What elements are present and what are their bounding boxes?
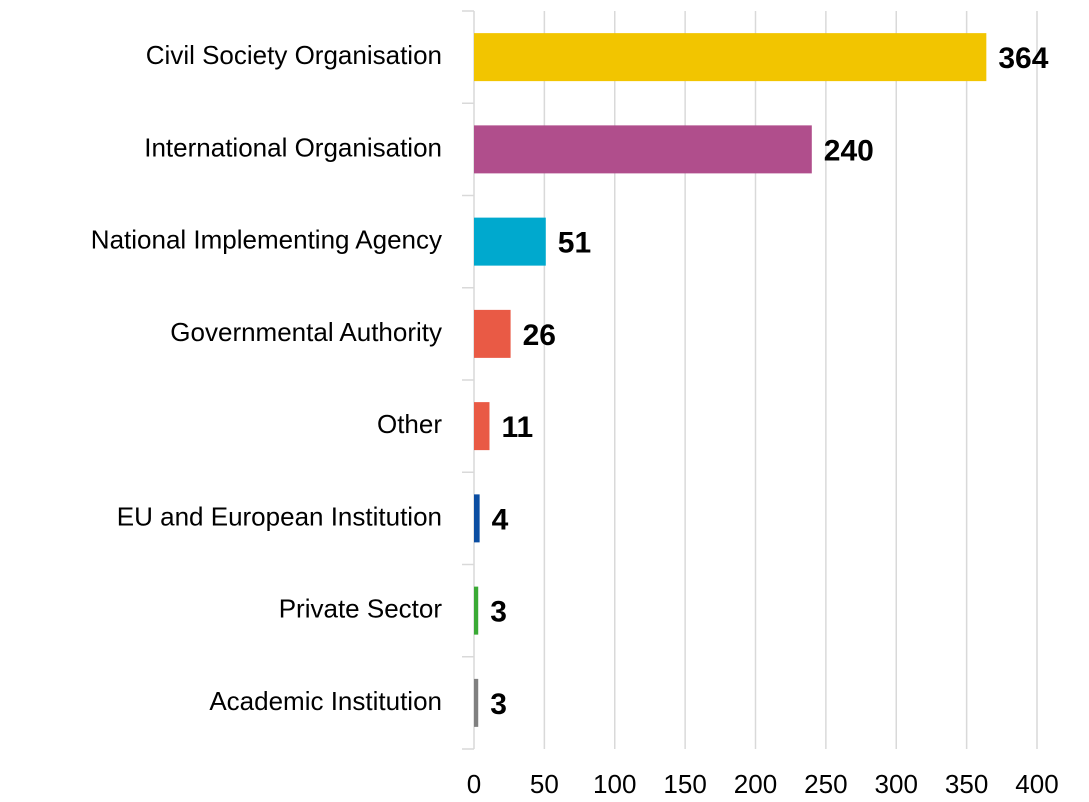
data-label: 51 bbox=[558, 227, 591, 260]
x-tick-label: 50 bbox=[530, 769, 559, 799]
y-tick-label: Private Sector bbox=[279, 594, 443, 624]
x-tick-label: 350 bbox=[945, 769, 988, 799]
bar bbox=[474, 494, 480, 543]
bar bbox=[474, 309, 511, 358]
data-label: 11 bbox=[501, 411, 533, 444]
x-tick-label: 400 bbox=[1015, 769, 1058, 799]
data-label: 3 bbox=[490, 596, 507, 629]
data-label: 26 bbox=[523, 319, 556, 352]
y-tick-label: Academic Institution bbox=[209, 686, 442, 716]
data-label: 240 bbox=[824, 134, 874, 167]
bar bbox=[474, 125, 812, 174]
bar bbox=[474, 678, 479, 727]
x-tick-label: 300 bbox=[875, 769, 918, 799]
bar bbox=[474, 33, 987, 82]
x-tick-label: 100 bbox=[593, 769, 636, 799]
x-tick-label: 0 bbox=[467, 769, 481, 799]
data-label: 3 bbox=[490, 688, 507, 721]
bar bbox=[474, 586, 479, 635]
y-tick-label: EU and European Institution bbox=[117, 501, 442, 531]
x-tick-label: 200 bbox=[734, 769, 777, 799]
bar bbox=[474, 402, 490, 451]
y-tick-label: Civil Society Organisation bbox=[146, 40, 442, 70]
x-tick-label: 150 bbox=[663, 769, 706, 799]
data-label: 364 bbox=[998, 42, 1048, 75]
y-tick-label: National Implementing Agency bbox=[91, 225, 442, 255]
y-tick-label: International Organisation bbox=[144, 132, 442, 162]
data-label: 4 bbox=[492, 503, 509, 536]
y-tick-label: Governmental Authority bbox=[170, 317, 442, 347]
y-tick-label: Other bbox=[377, 409, 442, 439]
x-tick-label: 250 bbox=[804, 769, 847, 799]
bar bbox=[474, 217, 546, 266]
